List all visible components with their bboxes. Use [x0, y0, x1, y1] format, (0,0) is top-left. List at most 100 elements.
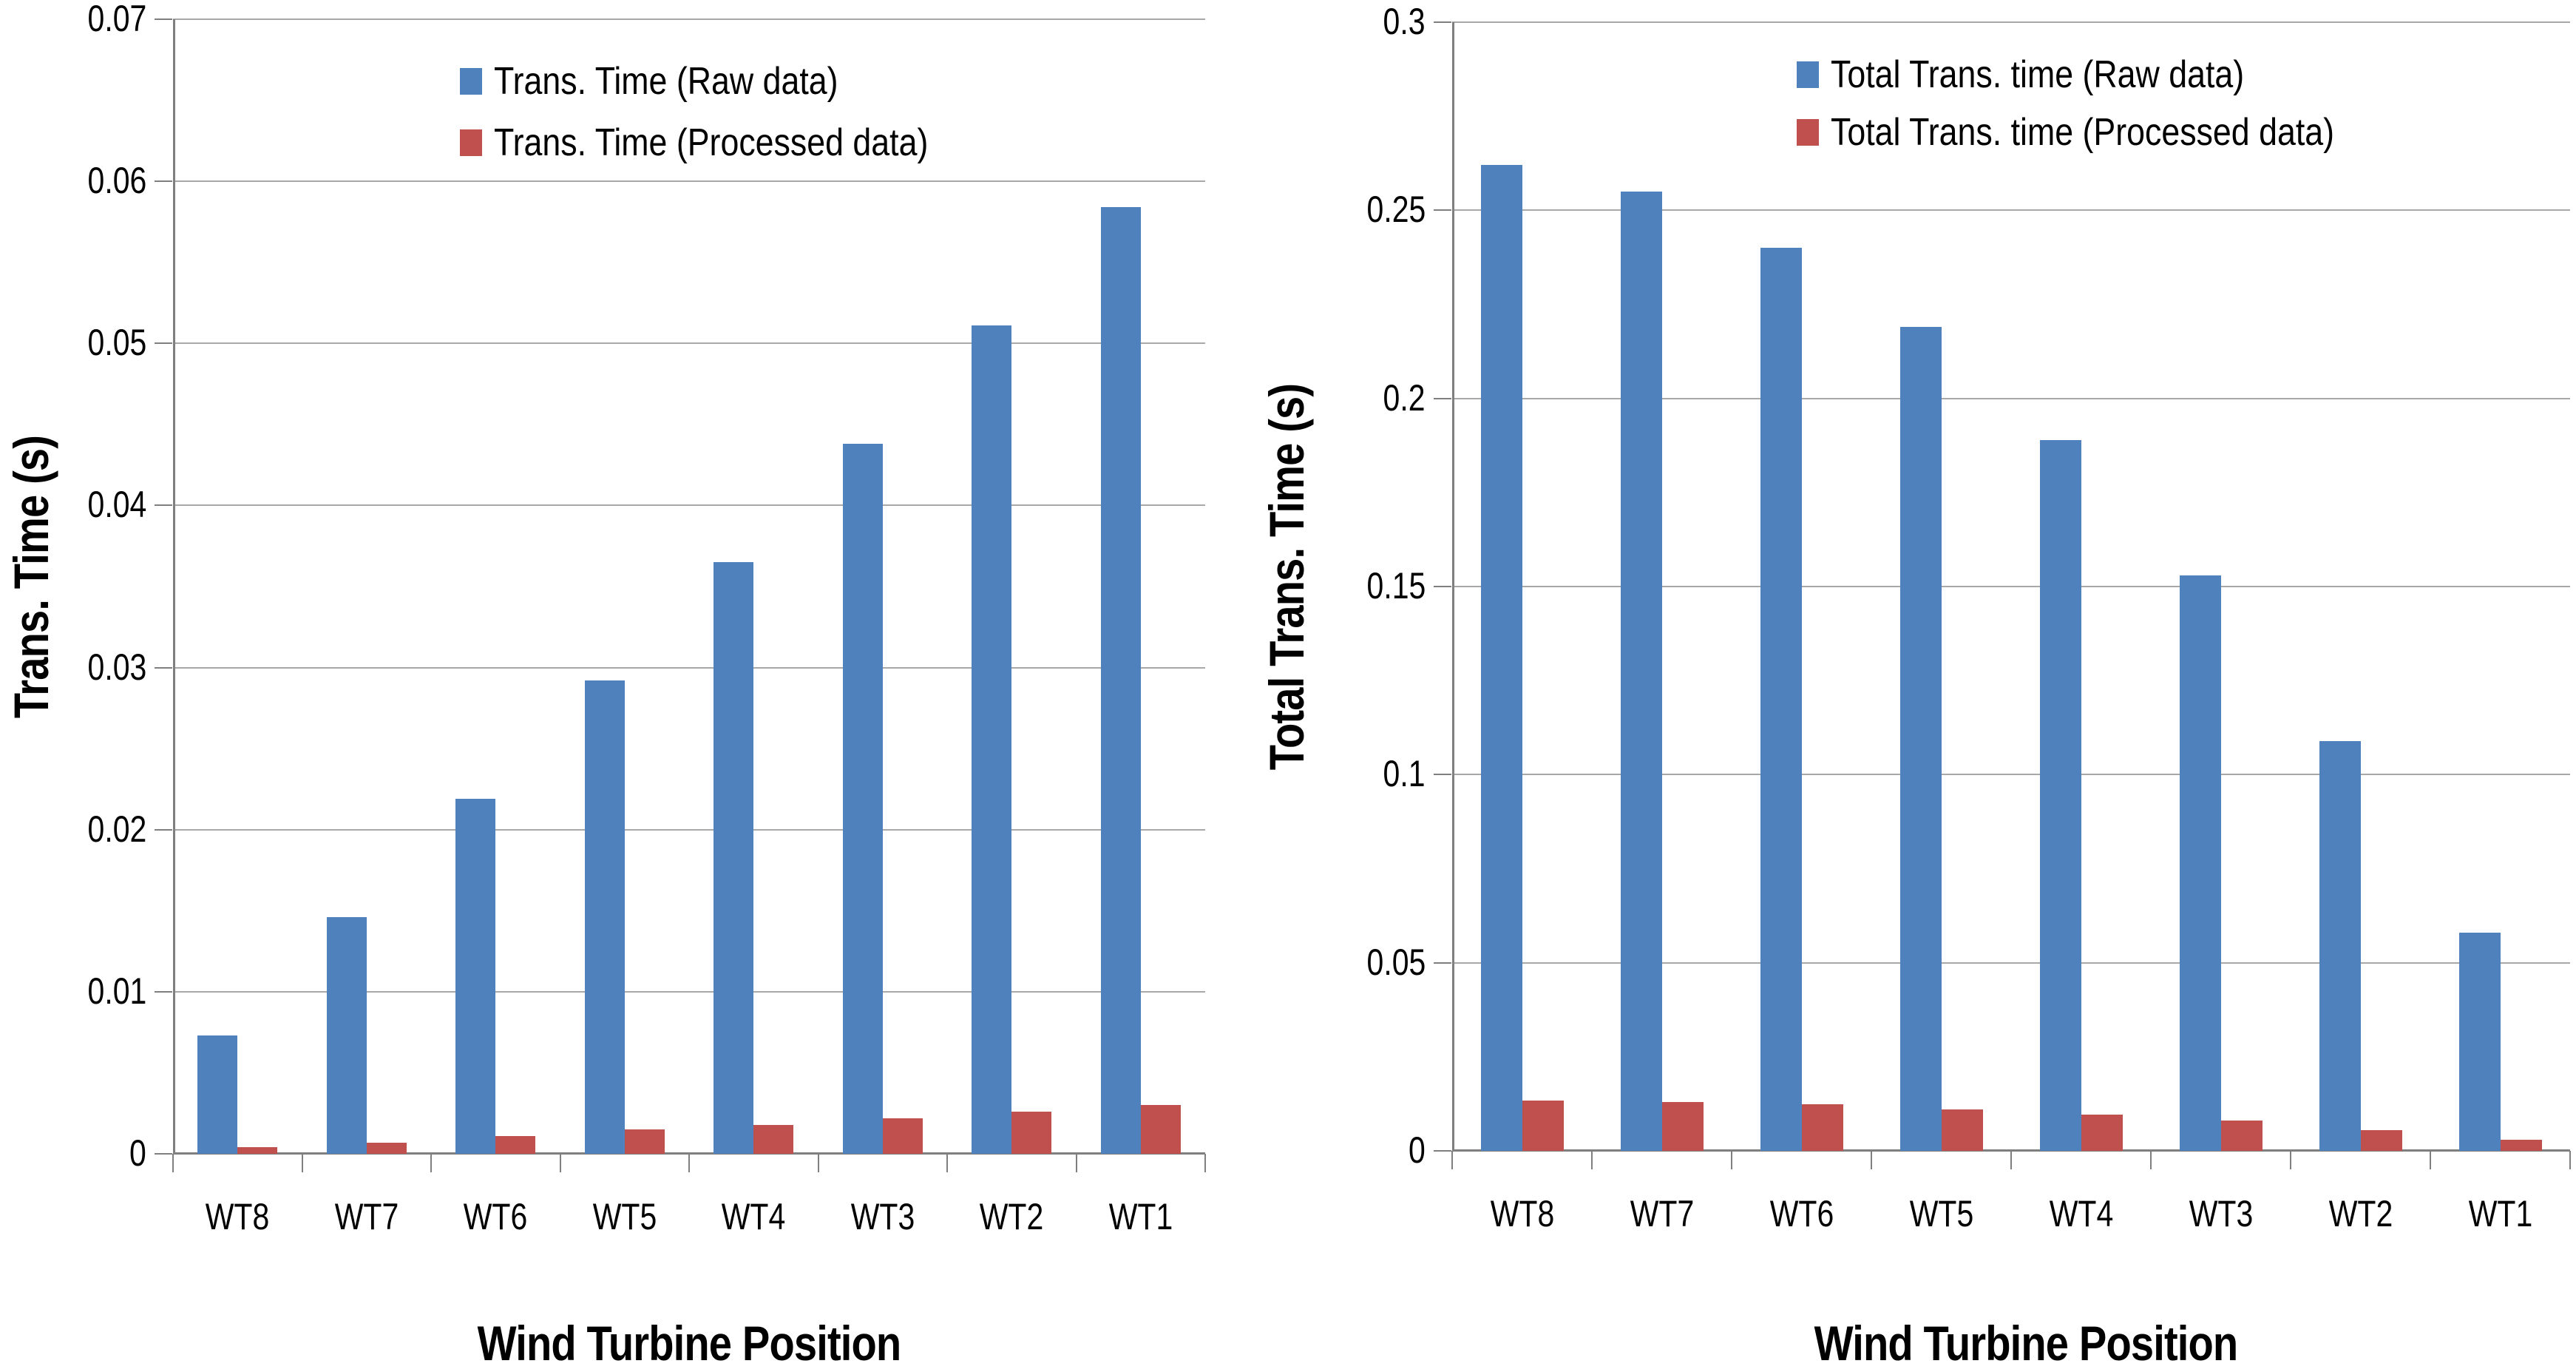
- x-tick-mark: [1075, 1154, 1077, 1172]
- gridline: [173, 990, 1205, 993]
- y-tick-mark: [155, 18, 172, 20]
- gridline: [1452, 21, 2570, 23]
- bar-raw-wt5: [584, 680, 625, 1154]
- category-label-wt5: WT5: [1909, 1193, 1973, 1234]
- category-label-wt2: WT2: [2328, 1193, 2393, 1234]
- y-tick-mark: [1434, 209, 1451, 212]
- category-label-wt7: WT7: [1630, 1193, 1694, 1234]
- category-label-wt3: WT3: [2189, 1193, 2253, 1234]
- y-tick-label: 0.05: [87, 322, 146, 364]
- bar-processed-wt3: [882, 1118, 923, 1154]
- left-legend-raw: Trans. Time (Raw data): [460, 61, 894, 102]
- y-tick-label: 0.01: [87, 970, 146, 1012]
- bar-raw-wt6: [1760, 248, 1802, 1151]
- left-plot-area: [173, 18, 1205, 1155]
- x-tick-mark: [946, 1154, 948, 1172]
- processed-series-swatch: [1797, 119, 1819, 146]
- y-tick-mark: [1434, 586, 1451, 587]
- x-tick-mark: [430, 1154, 432, 1172]
- gridline: [173, 342, 1205, 345]
- x-tick-mark: [1204, 1154, 1206, 1172]
- bar-raw-wt1: [2458, 932, 2501, 1151]
- y-tick-label: 0.3: [1383, 1, 1426, 42]
- bar-raw-wt7: [1620, 191, 1662, 1151]
- raw-series-swatch: [460, 68, 482, 95]
- y-tick-mark: [1434, 21, 1451, 23]
- bar-raw-wt3: [2179, 575, 2221, 1151]
- left-x-axis-title: Wind Turbine Position: [477, 1316, 902, 1371]
- y-axis-line: [173, 19, 175, 1154]
- x-tick-mark: [1451, 1151, 1453, 1169]
- y-tick-mark: [155, 504, 172, 507]
- y-tick-mark: [1434, 774, 1451, 776]
- category-label-wt3: WT3: [850, 1196, 915, 1237]
- gridline: [173, 18, 1205, 20]
- bar-processed-wt3: [2220, 1121, 2263, 1151]
- processed-series-swatch: [460, 129, 482, 156]
- legend-label: Total Trans. time (Processed data): [1831, 111, 2335, 154]
- y-tick-label: 0: [129, 1132, 146, 1174]
- legend-label: Total Trans. time (Raw data): [1831, 53, 2245, 96]
- x-tick-mark: [2010, 1151, 2012, 1169]
- gridline: [1452, 774, 2570, 776]
- y-tick-label: 0.07: [87, 0, 146, 39]
- bar-raw-wt1: [1100, 207, 1141, 1154]
- right-x-axis-title: Wind Turbine Position: [1814, 1316, 2239, 1371]
- left-y-axis-title: Trans. Time (s): [4, 435, 58, 719]
- bar-processed-wt7: [1661, 1102, 1704, 1151]
- bar-raw-wt2: [2319, 740, 2361, 1151]
- category-label-wt1: WT1: [1108, 1196, 1173, 1237]
- category-label-wt5: WT5: [592, 1196, 657, 1237]
- bar-raw-wt7: [326, 917, 367, 1154]
- category-label-wt6: WT6: [463, 1196, 528, 1237]
- y-tick-mark: [155, 666, 172, 669]
- bar-processed-wt7: [366, 1142, 407, 1154]
- legend-label: Trans. Time (Processed data): [494, 121, 929, 164]
- x-tick-mark: [1591, 1151, 1593, 1169]
- bar-processed-wt6: [1801, 1104, 1843, 1151]
- legend-label: Trans. Time (Raw data): [494, 60, 838, 103]
- x-tick-mark: [559, 1154, 561, 1172]
- bar-processed-wt4: [753, 1124, 794, 1154]
- right-y-axis-title: Total Trans. Time (s): [1259, 383, 1314, 771]
- x-tick-mark: [688, 1154, 690, 1172]
- bar-processed-wt6: [495, 1135, 536, 1154]
- gridline: [173, 504, 1205, 507]
- y-tick-mark: [1434, 397, 1451, 399]
- x-tick-mark: [2569, 1151, 2571, 1169]
- category-label-wt8: WT8: [205, 1196, 270, 1237]
- y-tick-label: 0.06: [87, 160, 146, 202]
- y-tick-label: 0.15: [1366, 565, 1426, 606]
- category-label-wt6: WT6: [1769, 1193, 1834, 1234]
- bar-raw-wt8: [1480, 165, 1522, 1151]
- category-label-wt2: WT2: [979, 1196, 1044, 1237]
- x-tick-mark: [2290, 1151, 2291, 1169]
- gridline: [173, 828, 1205, 831]
- bar-raw-wt4: [2039, 439, 2081, 1151]
- right-plot-area: [1452, 21, 2570, 1152]
- bar-processed-wt8: [1522, 1101, 1564, 1151]
- y-tick-label: 0.2: [1383, 376, 1426, 419]
- left-legend-processed: Trans. Time (Processed data): [460, 122, 999, 163]
- bar-raw-wt5: [1899, 327, 1942, 1151]
- y-tick-mark: [1434, 1150, 1451, 1152]
- y-tick-label: 0.04: [87, 484, 146, 526]
- x-axis-line: [173, 1152, 1205, 1155]
- x-tick-mark: [172, 1154, 174, 1172]
- y-tick-mark: [155, 180, 172, 183]
- bar-processed-wt4: [2081, 1114, 2123, 1151]
- bar-raw-wt6: [455, 799, 496, 1154]
- bar-raw-wt4: [714, 562, 754, 1154]
- y-axis-line: [1452, 22, 1454, 1151]
- category-label-wt4: WT4: [2049, 1193, 2113, 1234]
- category-label-wt4: WT4: [721, 1196, 786, 1237]
- y-tick-label: 0.02: [87, 808, 146, 850]
- gridline: [173, 666, 1205, 669]
- x-tick-mark: [301, 1154, 303, 1172]
- bar-processed-wt1: [1140, 1105, 1181, 1154]
- y-tick-mark: [155, 990, 172, 993]
- gridline: [1452, 397, 2570, 399]
- category-label-wt8: WT8: [1490, 1193, 1554, 1234]
- gridline: [1452, 962, 2570, 964]
